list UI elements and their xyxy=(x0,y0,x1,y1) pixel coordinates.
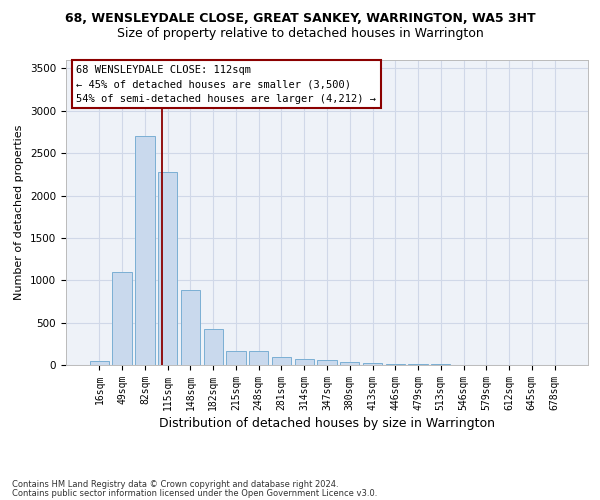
Bar xyxy=(431,364,451,365)
Bar xyxy=(226,350,245,365)
X-axis label: Distribution of detached houses by size in Warrington: Distribution of detached houses by size … xyxy=(159,417,495,430)
Text: Contains HM Land Registry data © Crown copyright and database right 2024.: Contains HM Land Registry data © Crown c… xyxy=(12,480,338,489)
Bar xyxy=(386,364,405,365)
Bar xyxy=(181,290,200,365)
Y-axis label: Number of detached properties: Number of detached properties xyxy=(14,125,25,300)
Text: Contains public sector information licensed under the Open Government Licence v3: Contains public sector information licen… xyxy=(12,488,377,498)
Bar xyxy=(295,360,314,365)
Bar xyxy=(90,361,109,365)
Bar xyxy=(363,363,382,365)
Bar xyxy=(158,172,178,365)
Bar xyxy=(249,351,268,365)
Text: 68 WENSLEYDALE CLOSE: 112sqm
← 45% of detached houses are smaller (3,500)
54% of: 68 WENSLEYDALE CLOSE: 112sqm ← 45% of de… xyxy=(76,64,376,104)
Text: 68, WENSLEYDALE CLOSE, GREAT SANKEY, WARRINGTON, WA5 3HT: 68, WENSLEYDALE CLOSE, GREAT SANKEY, WAR… xyxy=(65,12,535,26)
Bar xyxy=(112,272,132,365)
Bar xyxy=(203,330,223,365)
Text: Size of property relative to detached houses in Warrington: Size of property relative to detached ho… xyxy=(116,28,484,40)
Bar xyxy=(317,360,337,365)
Bar xyxy=(409,364,428,365)
Bar xyxy=(340,362,359,365)
Bar xyxy=(272,358,291,365)
Bar xyxy=(135,136,155,365)
